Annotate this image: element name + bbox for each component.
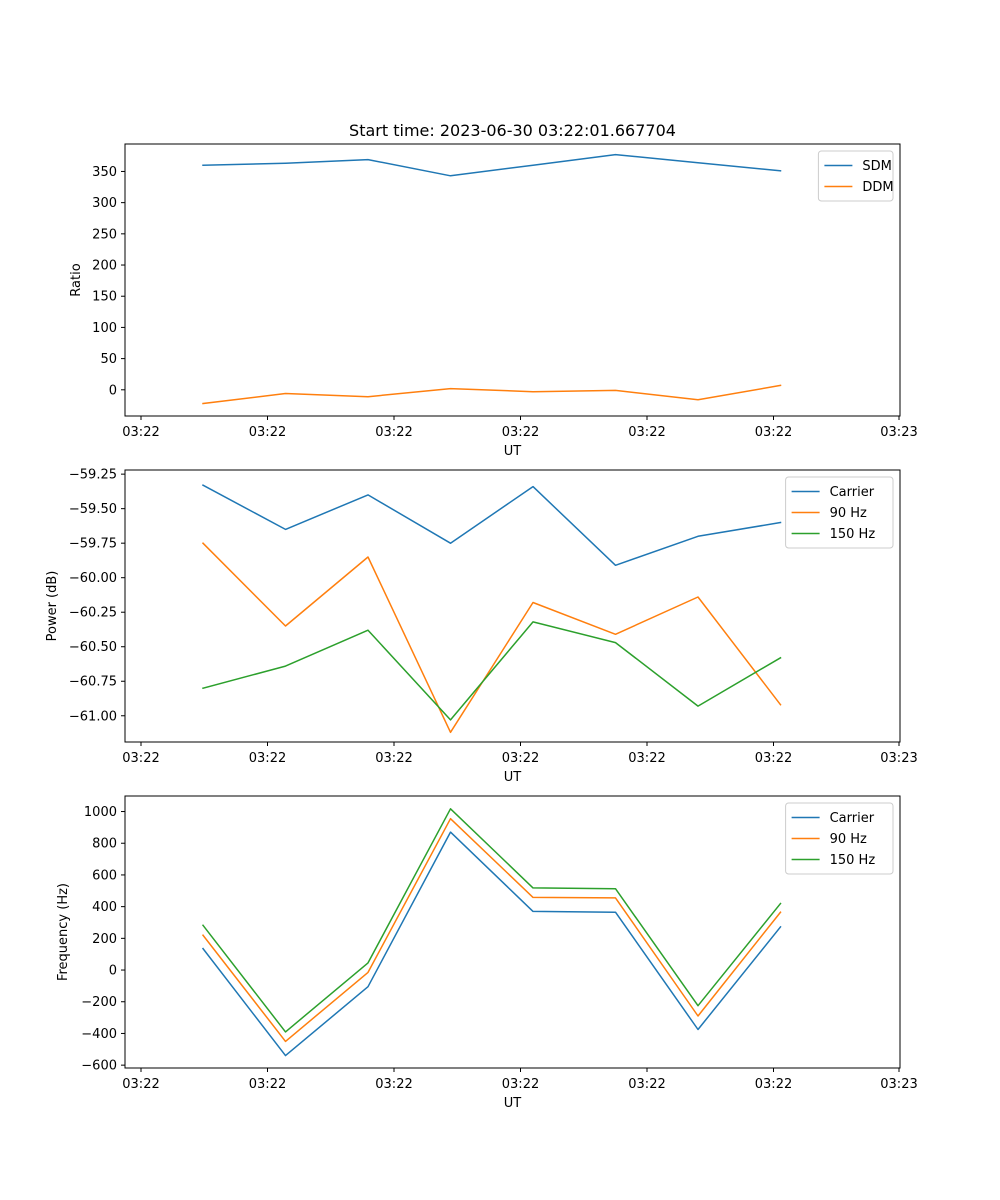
- series-line-sdm: [202, 153, 782, 177]
- x-tick-label: 03:22: [375, 425, 412, 440]
- y-tick-label: 100: [92, 321, 117, 336]
- series-line-90-hz: [201, 542, 782, 734]
- y-tick-label: 0: [109, 383, 117, 398]
- series-line-150-hz: [202, 621, 782, 721]
- chart-panel-1: 03:22 03:22 03:22 03:22 03:22 03:22 03:23 0 50 10…: [69, 143, 918, 459]
- x-tick-label: 03:22: [249, 425, 286, 440]
- x-tick-label: 03:23: [880, 751, 917, 766]
- y-tick-label: −61.00: [69, 709, 117, 724]
- x-axis-label: UT: [504, 444, 522, 459]
- y-axis-label: Power (dB): [45, 571, 60, 642]
- y-tick-label: −60.50: [69, 640, 117, 655]
- y-tick-label: 800: [92, 837, 117, 852]
- y-tick-label: 200: [92, 932, 117, 947]
- x-tick-label: 03:22: [375, 1077, 412, 1092]
- legend-box: [817, 150, 894, 202]
- axes-frame: [124, 143, 901, 417]
- series-line-carrier: [201, 484, 782, 567]
- y-tick-label: −59.25: [69, 468, 117, 483]
- y-tick-label: 50: [100, 352, 117, 367]
- legend-label: Carrier: [830, 485, 875, 500]
- y-tick-label: −60.25: [69, 606, 117, 621]
- y-tick-label: −59.50: [69, 502, 117, 517]
- series-line-ddm: [202, 384, 782, 405]
- charts: 03:22 03:22 03:22 03:22 03:22 03:22 03:23 0 50 10…: [45, 143, 918, 1111]
- x-axis-label: UT: [504, 1096, 522, 1111]
- legend-label: DDM: [862, 180, 893, 195]
- series-line-carrier: [201, 831, 782, 1057]
- legend: Carrier 90 Hz 150 Hz: [785, 802, 894, 875]
- y-tick-label: 1000: [84, 805, 117, 820]
- chart-panel-3: 03:22 03:22 03:22 03:22 03:22 03:22 03:23 −600 −…: [56, 795, 918, 1111]
- y-axis-label: Frequency (Hz): [56, 883, 71, 981]
- series-line-150-hz: [201, 808, 782, 1033]
- y-axis-label: Ratio: [69, 263, 84, 296]
- series-line-90-hz: [201, 817, 782, 1043]
- x-tick-label: 03:23: [880, 1077, 917, 1092]
- axes-frame: [124, 795, 901, 1069]
- y-tick-label: 600: [92, 868, 117, 883]
- legend-label: Carrier: [830, 811, 875, 826]
- x-tick-label: 03:22: [122, 751, 159, 766]
- y-tick-label: 300: [92, 196, 117, 211]
- x-axis-label: UT: [504, 770, 522, 785]
- axes-frame: [124, 469, 901, 743]
- x-tick-label: 03:22: [122, 1077, 159, 1092]
- y-tick-label: 400: [92, 900, 117, 915]
- legend-label: SDM: [862, 159, 891, 174]
- x-tick-label: 03:22: [628, 425, 665, 440]
- y-tick-label: 0: [109, 964, 117, 979]
- legend-box: [785, 802, 894, 875]
- y-tick-label: −200: [81, 995, 117, 1010]
- y-tick-label: −600: [81, 1059, 117, 1074]
- x-tick-label: 03:22: [502, 425, 539, 440]
- y-tick-label: 250: [92, 227, 117, 242]
- x-tick-label: 03:22: [249, 751, 286, 766]
- chart-panel-2: 03:22 03:22 03:22 03:22 03:22 03:22 03:23 −61.0…: [45, 468, 918, 785]
- x-tick-label: 03:23: [880, 425, 917, 440]
- x-tick-label: 03:22: [502, 751, 539, 766]
- x-tick-label: 03:22: [755, 751, 792, 766]
- x-tick-label: 03:22: [755, 1077, 792, 1092]
- x-tick-label: 03:22: [249, 1077, 286, 1092]
- legend: SDM DDM: [817, 150, 894, 202]
- legend-label: 90 Hz: [830, 832, 867, 847]
- y-tick-label: 200: [92, 259, 117, 274]
- y-tick-label: −60.75: [69, 675, 117, 690]
- x-tick-label: 03:22: [628, 1077, 665, 1092]
- legend-label: 150 Hz: [830, 853, 876, 868]
- x-tick-label: 03:22: [375, 751, 412, 766]
- y-tick-label: 150: [92, 290, 117, 305]
- chart-title: Start time: 2023-06-30 03:22:01.667704: [349, 121, 676, 140]
- legend: Carrier 90 Hz 150 Hz: [785, 476, 894, 549]
- x-tick-label: 03:22: [122, 425, 159, 440]
- y-tick-label: −60.00: [69, 571, 117, 586]
- x-tick-label: 03:22: [755, 425, 792, 440]
- y-tick-label: −400: [81, 1027, 117, 1042]
- x-tick-label: 03:22: [628, 751, 665, 766]
- legend-label: 150 Hz: [830, 527, 876, 542]
- y-tick-label: −59.75: [69, 537, 117, 552]
- legend-label: 90 Hz: [830, 506, 867, 521]
- y-tick-label: 350: [92, 165, 117, 180]
- legend-box: [785, 476, 894, 549]
- x-tick-label: 03:22: [502, 1077, 539, 1092]
